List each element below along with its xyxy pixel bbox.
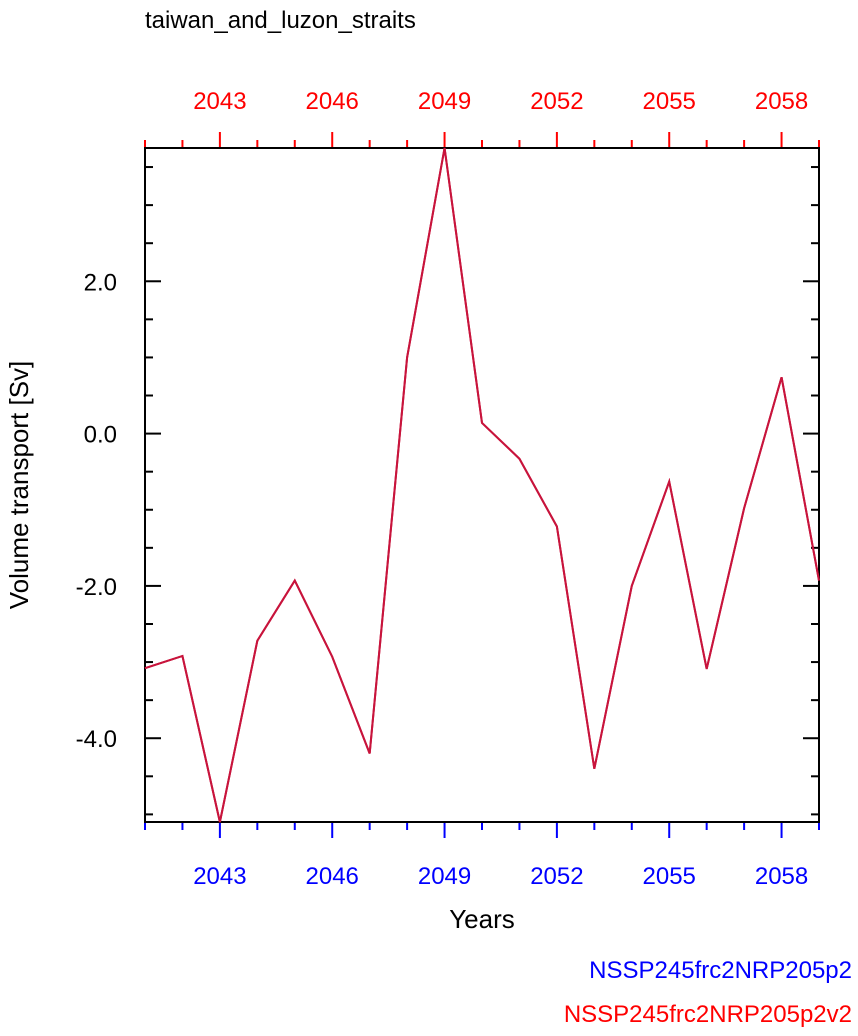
left-y-tick-label: 2.0: [84, 269, 117, 296]
top-x-tick-label: 2049: [418, 88, 471, 115]
bottom-x-tick-label: 2058: [755, 863, 808, 890]
bottom-x-tick-label: 2046: [306, 863, 359, 890]
plot-frame: [144, 147, 820, 823]
top-x-tick-label: 2043: [193, 88, 246, 115]
top-x-tick-label: 2055: [643, 88, 696, 115]
left-y-tick-label: 0.0: [84, 422, 117, 449]
top-x-tick-label: 2058: [755, 88, 808, 115]
left-y-tick-label: -2.0: [76, 574, 117, 601]
chart-title: taiwan_and_luzon_straits: [145, 7, 416, 34]
x-axis-label: Years: [449, 904, 515, 934]
y-axis-label: Volume transport [Sv]: [4, 361, 34, 610]
bottom-axis: 2043 2046 2049 2052 2055 2058: [144, 822, 820, 890]
legend-series-1: NSSP245frc2NRP205p2: [589, 957, 852, 984]
left-axis: -4.0 -2.0 0.0 2.0: [76, 166, 161, 816]
bottom-x-tick-label: 2049: [418, 863, 471, 890]
left-y-tick-label: -4.0: [76, 726, 117, 753]
bottom-x-tick-label: 2052: [530, 863, 583, 890]
top-x-tick-label: 2046: [306, 88, 359, 115]
bottom-x-tick-label: 2055: [643, 863, 696, 890]
series-layer: [144, 147, 820, 823]
right-axis: [803, 166, 819, 816]
legend-series-2: NSSP245frc2NRP205p2v2: [564, 1001, 852, 1028]
series-line-1: [144, 147, 820, 823]
top-x-tick-label: 2052: [530, 88, 583, 115]
bottom-x-tick-label: 2043: [193, 863, 246, 890]
top-axis: 2043 2046 2049 2052 2055 2058: [144, 88, 820, 148]
series-line-2: [144, 147, 820, 823]
